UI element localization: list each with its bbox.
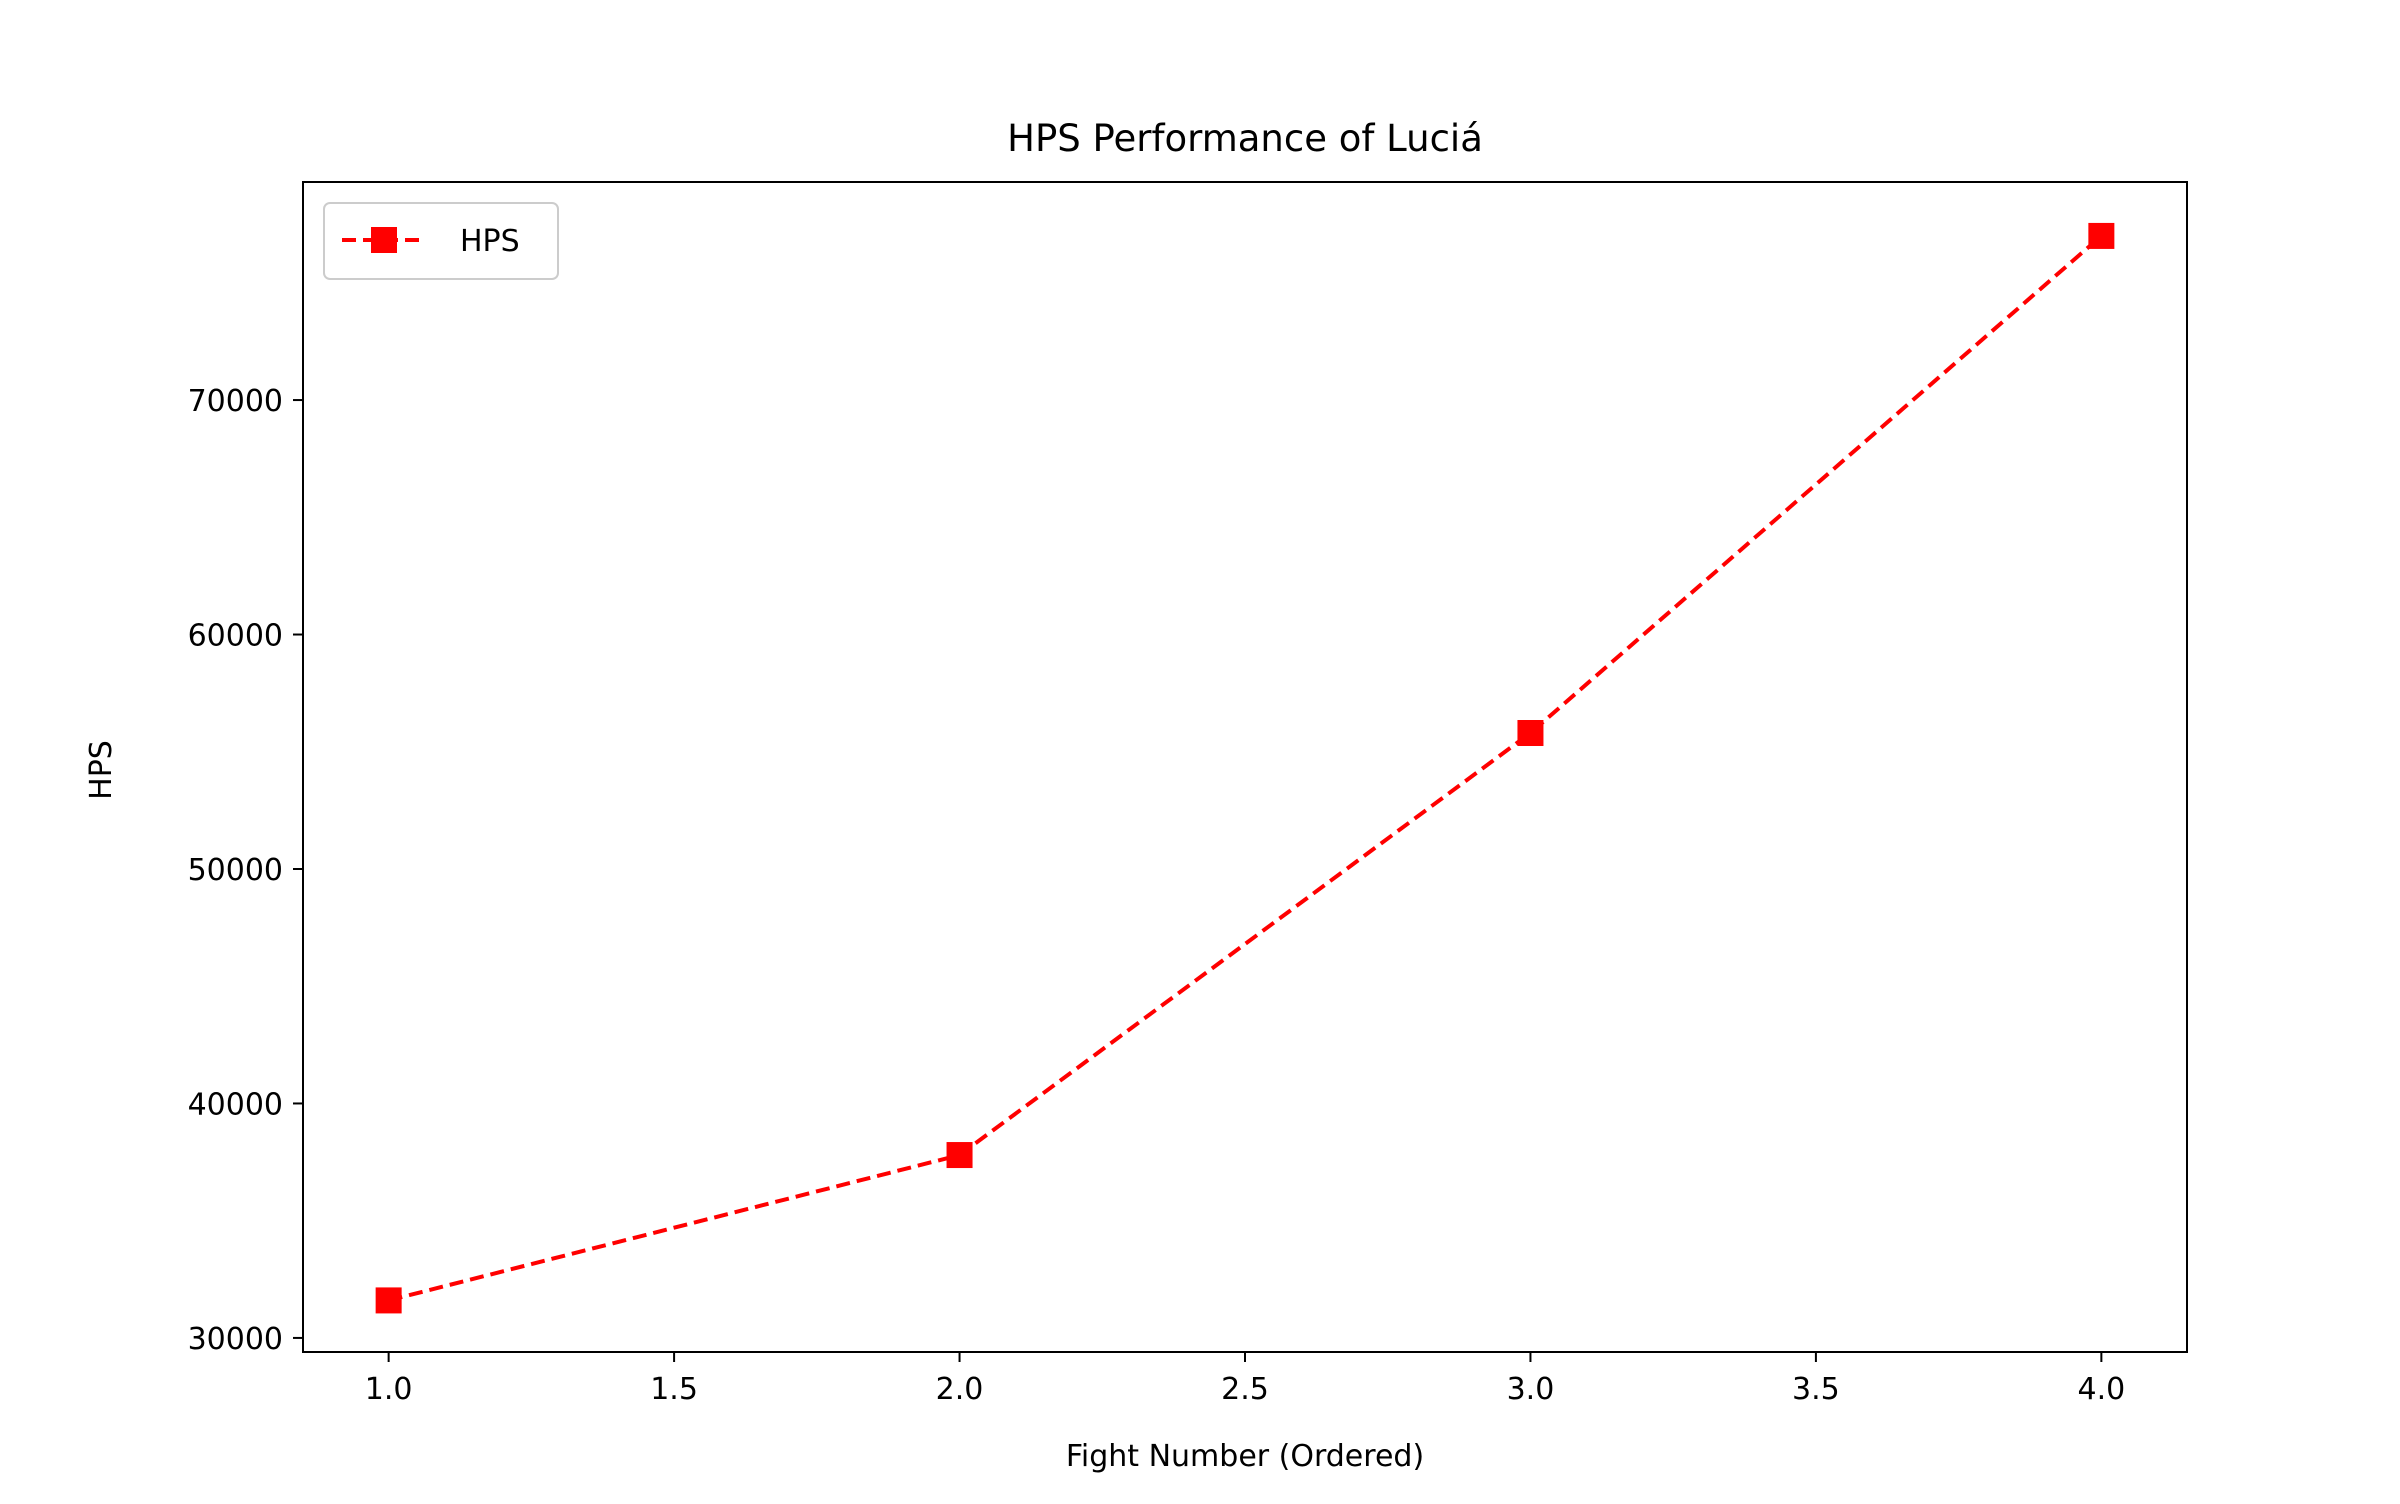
y-tick-label: 50000 <box>188 853 283 888</box>
x-tick-label: 3.5 <box>1792 1372 1840 1407</box>
legend-label: HPS <box>460 224 520 259</box>
y-ticks: 30000 40000 50000 60000 70000 <box>188 384 303 1357</box>
legend-marker-sample <box>371 227 397 253</box>
y-tick-label: 30000 <box>188 1322 283 1357</box>
legend-box <box>323 202 559 280</box>
data-point-marker <box>375 1287 402 1314</box>
plot-area-frame <box>302 181 2188 1353</box>
x-tick-label: 2.0 <box>936 1372 984 1407</box>
series-line <box>388 234 2103 1303</box>
series-layer <box>375 222 2115 1314</box>
x-tick-label: 3.0 <box>1507 1372 1555 1407</box>
y-tick-label: 40000 <box>188 1087 283 1122</box>
x-tick-label: 2.5 <box>1221 1372 1269 1407</box>
x-tick-label: 4.0 <box>2078 1372 2126 1407</box>
x-tick-label: 1.5 <box>650 1372 698 1407</box>
data-point-marker <box>1517 720 1544 747</box>
x-axis-label: Fight Number (Ordered) <box>1066 1439 1424 1474</box>
y-axis-label: HPS <box>84 740 119 800</box>
y-tick-label: 70000 <box>188 384 283 419</box>
data-point-marker <box>946 1142 973 1169</box>
x-tick-label: 1.0 <box>365 1372 413 1407</box>
legend: HPS <box>323 202 559 280</box>
y-tick-label: 60000 <box>188 619 283 654</box>
chart-title: HPS Performance of Luciá <box>1007 117 1483 160</box>
data-point-marker <box>2088 222 2115 249</box>
x-ticks: 1.0 1.5 2.0 2.5 3.0 3.5 4.0 <box>365 1352 2125 1407</box>
